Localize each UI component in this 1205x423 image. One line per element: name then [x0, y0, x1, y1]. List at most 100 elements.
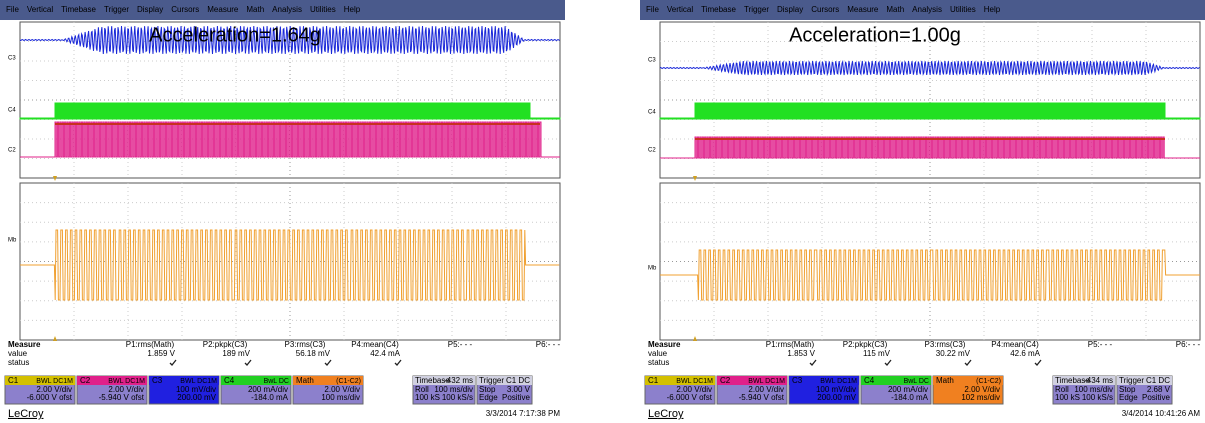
brand: LeCroy [8, 408, 44, 420]
trigger-name: Trigger [479, 376, 504, 385]
status-check [885, 360, 891, 365]
measure-value: 1.859 V [147, 349, 175, 358]
menu-item[interactable]: Display [137, 5, 163, 14]
brand: LeCroy [648, 408, 684, 420]
screenshot: File Vertical Timebase Trigger Display Cursor… [0, 0, 1205, 423]
channel-setting: 200.00 mV [177, 393, 216, 402]
trigger-setting: Positive [1142, 393, 1171, 402]
menu-item[interactable]: Vertical [27, 5, 53, 14]
channel-tag: BWL DC1M [748, 378, 785, 385]
measure-row-label: value [648, 349, 668, 358]
menu-item[interactable]: Help [984, 5, 1001, 14]
menu-item[interactable]: Timebase [701, 5, 736, 14]
status-check [170, 360, 176, 365]
status-check [245, 360, 251, 365]
channel-tag: BWL DC1M [676, 378, 713, 385]
menu-item[interactable]: Trigger [744, 5, 769, 14]
trace-label: Mb [8, 238, 17, 244]
measure-param: P6:- - - [536, 340, 561, 349]
trace-label: Mb [648, 266, 657, 272]
channel-name: C2 [720, 376, 731, 385]
channel-name: C4 [224, 376, 235, 385]
menu-item[interactable]: Vertical [667, 5, 693, 14]
timebase-setting: 100 kS [1055, 393, 1080, 402]
status-check [965, 360, 971, 365]
channel-setting: 100 ms/div [321, 393, 360, 402]
menu-item[interactable]: Math [246, 5, 264, 14]
measure-param: P1:rms(Math) [126, 340, 175, 349]
channel-tag: BWL DC1M [108, 378, 145, 385]
menu-item[interactable]: Cursors [811, 5, 839, 14]
c2-trace [660, 137, 1200, 158]
measure-param: P5:- - - [448, 340, 473, 349]
trigger-tag: C1 DC [1146, 376, 1170, 385]
trace-label: C4 [8, 108, 16, 114]
channel-setting: -5.940 V ofst [739, 393, 785, 402]
menu-item[interactable]: Cursors [171, 5, 199, 14]
trigger-tag: C1 DC [506, 376, 530, 385]
channel-setting: -5.940 V ofst [99, 393, 145, 402]
menu-item[interactable]: Help [344, 5, 361, 14]
measure-row-label: value [8, 349, 28, 358]
c4-trace [20, 103, 560, 119]
trace-label: C2 [648, 148, 656, 154]
trace-label: C2 [8, 148, 16, 154]
status-check [810, 360, 816, 365]
channel-tag: BwL DC [264, 378, 289, 385]
channel-name: Math [296, 376, 314, 385]
channel-name: C3 [792, 376, 803, 385]
measure-param: P2:pkpk(C3) [843, 340, 888, 349]
status-check [1035, 360, 1041, 365]
measure-value: 42.6 mA [1010, 349, 1040, 358]
trigger-setting: Edge [479, 393, 498, 402]
timebase-tag: -434 ms [1084, 376, 1113, 385]
menu-item[interactable]: File [6, 5, 19, 14]
menu-item[interactable]: Utilities [310, 5, 336, 14]
timestamp: 3/3/2014 7:17:38 PM [486, 409, 561, 418]
measure-param: P1:rms(Math) [766, 340, 815, 349]
status-check [325, 360, 331, 365]
trace-label: C3 [8, 56, 16, 62]
measure-row-label: status [8, 358, 29, 367]
menu-item[interactable]: Display [777, 5, 803, 14]
timebase-tag: -432 ms [444, 376, 473, 385]
channel-tag: BWL DC1M [820, 378, 857, 385]
measure-value: 1.853 V [787, 349, 815, 358]
measure-param: P2:pkpk(C3) [203, 340, 248, 349]
menu-item[interactable]: Timebase [61, 5, 96, 14]
menu-item[interactable]: Utilities [950, 5, 976, 14]
menu-item[interactable]: File [646, 5, 659, 14]
channel-tag: BWL DC1M [180, 378, 217, 385]
measure-row-label: status [648, 358, 669, 367]
channel-tag: (C1-C2) [336, 378, 361, 385]
channel-setting: 200.00 mV [817, 393, 856, 402]
menu-item[interactable]: Analysis [912, 5, 942, 14]
channel-setting: -184.0 mA [891, 393, 929, 402]
menu-item[interactable]: Measure [207, 5, 239, 14]
trigger-setting: Positive [502, 393, 531, 402]
channel-setting: -6.000 V ofst [667, 393, 713, 402]
channel-setting: -184.0 mA [251, 393, 289, 402]
trace-label: C4 [648, 110, 656, 116]
menu-item[interactable]: Analysis [272, 5, 302, 14]
channel-name: C1 [648, 376, 659, 385]
measure-param: P6:- - - [1176, 340, 1201, 349]
annotation: Acceleration=1.64g [149, 24, 321, 46]
measure-param: P4:mean(C4) [991, 340, 1039, 349]
menu-item[interactable]: Trigger [104, 5, 129, 14]
menu-item[interactable]: Measure [847, 5, 879, 14]
trigger-name: Trigger [1119, 376, 1144, 385]
c2-trace [20, 122, 560, 157]
measure-param: P3:rms(C3) [925, 340, 966, 349]
channel-setting: -6.000 V ofst [27, 393, 73, 402]
scope-panel: File Vertical Timebase Trigger Display Cursor… [640, 0, 1205, 420]
timebase-setting: 100 kS/s [442, 393, 473, 402]
menu-item[interactable]: Math [886, 5, 904, 14]
measure-value: 189 mV [222, 349, 250, 358]
measure-param: P5:- - - [1088, 340, 1113, 349]
channel-name: Math [936, 376, 954, 385]
trace-label: C3 [648, 58, 656, 64]
measure-value: 42.4 mA [370, 349, 400, 358]
measure-title: Measure [648, 340, 681, 349]
channel-tag: (C1-C2) [976, 378, 1001, 385]
